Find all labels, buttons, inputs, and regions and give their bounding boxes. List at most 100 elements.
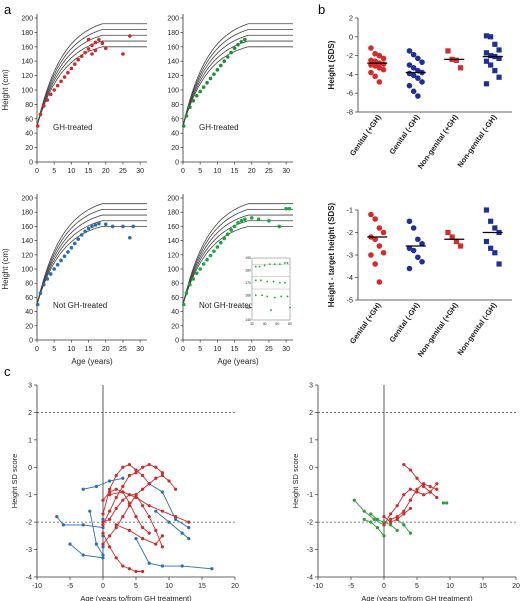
data-point	[35, 302, 40, 307]
data-point	[368, 45, 374, 51]
y-tick-label: 80	[25, 281, 33, 288]
data-point	[243, 217, 247, 222]
inset-data-point	[278, 263, 281, 266]
data-point	[114, 523, 118, 527]
category-label: Non-genital (-GH)	[455, 113, 498, 169]
data-point	[73, 62, 77, 66]
data-point	[103, 46, 108, 51]
data-point	[406, 265, 413, 272]
y-tick-label: 200	[21, 196, 33, 203]
data-point	[376, 65, 383, 71]
data-point	[375, 526, 379, 530]
data-point	[435, 482, 439, 486]
data-point	[376, 79, 383, 85]
x-tick-label: 20	[512, 583, 520, 590]
data-point	[232, 46, 237, 51]
y-tick-label: 100	[21, 88, 33, 95]
data-point	[114, 506, 118, 511]
data-point	[389, 517, 393, 522]
data-point	[147, 561, 151, 565]
data-point	[121, 490, 125, 494]
y-tick-label: -4	[346, 273, 353, 282]
inset-y-tick-label: 160	[245, 293, 251, 297]
series-line	[135, 538, 212, 570]
data-point	[141, 465, 145, 469]
data-point	[38, 112, 43, 117]
data-point	[449, 234, 455, 240]
data-point	[194, 93, 199, 98]
y-tick-label: 200	[167, 16, 179, 23]
inset-data-point	[278, 281, 281, 284]
data-point	[445, 501, 449, 505]
data-point	[492, 250, 498, 256]
data-point	[236, 221, 240, 225]
series-line	[148, 483, 190, 529]
data-point	[249, 216, 254, 220]
data-point	[419, 59, 425, 65]
data-point	[141, 526, 145, 530]
data-point	[121, 498, 125, 502]
data-point	[90, 224, 94, 229]
data-point	[415, 236, 421, 243]
y-tick-label: -1	[346, 206, 353, 215]
category-label: Genital (-GH)	[387, 113, 421, 156]
data-point	[48, 272, 53, 276]
data-point	[410, 247, 417, 254]
series-line	[69, 543, 104, 559]
data-point	[69, 66, 74, 71]
y-tick-label: 20	[25, 323, 33, 330]
inset-data-point	[263, 264, 266, 267]
y-tick-label: -8	[346, 108, 353, 117]
y-tick-label: 1	[309, 437, 313, 444]
x-tick-label: 10	[213, 346, 221, 353]
reference-growth-curve	[36, 23, 147, 127]
series-line	[83, 477, 123, 490]
data-point	[435, 487, 439, 491]
data-point	[496, 47, 502, 53]
data-point	[208, 253, 213, 258]
y-tick-label: -2	[26, 520, 32, 527]
data-point	[284, 206, 288, 211]
data-point	[101, 545, 105, 549]
data-point	[114, 495, 118, 500]
data-point	[212, 249, 216, 254]
inset-y-tick-label: 170	[245, 281, 251, 285]
data-point	[229, 228, 233, 232]
series-line	[390, 483, 437, 520]
data-point	[222, 236, 227, 241]
category-label: Genital (-GH)	[387, 301, 421, 344]
y-tick-label: 20	[25, 145, 33, 152]
data-point	[121, 224, 125, 229]
data-point	[110, 224, 115, 229]
data-point	[419, 258, 425, 265]
data-point	[232, 224, 237, 229]
data-point	[287, 206, 292, 211]
y-tick-label: 2	[28, 410, 32, 417]
data-point	[457, 65, 464, 71]
data-point	[187, 526, 191, 530]
data-point	[380, 249, 387, 256]
y-tick-label: 160	[21, 44, 33, 51]
data-point	[376, 243, 383, 249]
data-point	[201, 85, 206, 89]
data-point	[483, 207, 490, 213]
y-tick-label: 20	[171, 323, 179, 330]
reference-growth-curve	[36, 46, 147, 127]
data-point	[488, 218, 494, 224]
data-point	[86, 37, 91, 42]
data-point	[128, 34, 132, 38]
series-line	[364, 518, 385, 537]
data-point	[382, 523, 386, 527]
data-point	[167, 479, 171, 483]
series-line	[102, 494, 163, 547]
data-point	[415, 254, 421, 261]
data-point	[88, 509, 92, 513]
data-point	[55, 515, 59, 519]
data-point	[68, 542, 72, 546]
x-tick-label: 0	[101, 583, 105, 590]
x-tick-label: 10	[446, 583, 454, 590]
inset-x-tick-label: 60	[288, 322, 292, 326]
data-point	[205, 257, 209, 262]
y-tick-label: -3	[307, 547, 313, 554]
y-tick-label: 2	[309, 410, 313, 417]
